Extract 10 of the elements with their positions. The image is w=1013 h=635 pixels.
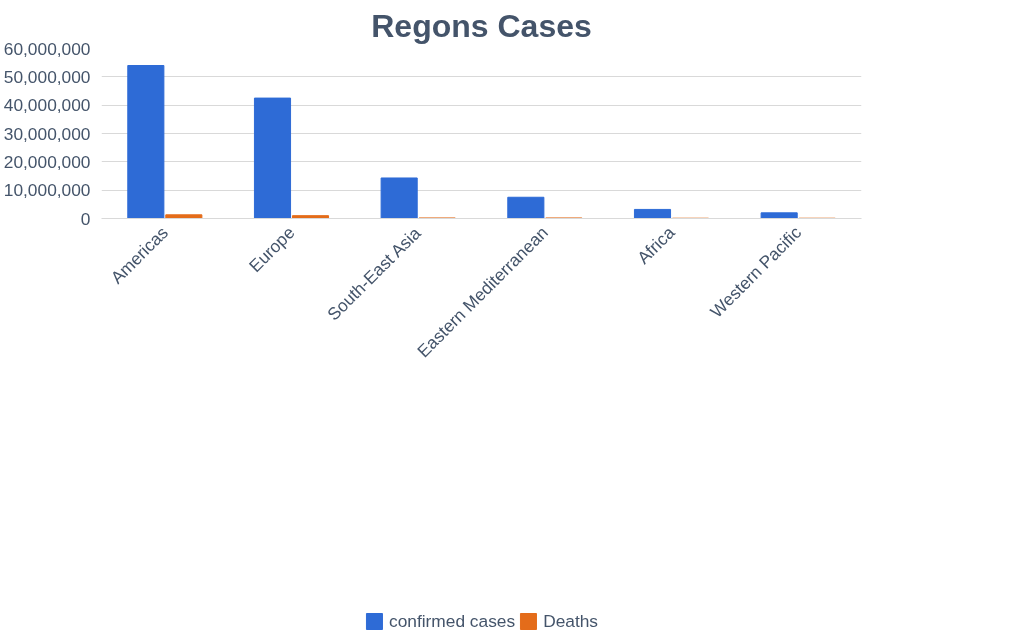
y-tick-label: 0 [80,208,91,229]
y-tick-label: 30,000,000 [3,123,91,144]
y-tick-label: 20,000,000 [3,151,91,172]
y-tick-label: 40,000,000 [3,95,91,116]
chart-title: Regons Cases [371,7,592,44]
y-tick-label: 10,000,000 [3,180,91,201]
y-tick-label: 60,000,000 [3,38,91,59]
legend-label: confirmed cases [388,610,516,632]
y-tick-label: 50,000,000 [3,66,91,87]
legend-label: Deaths [543,610,599,632]
